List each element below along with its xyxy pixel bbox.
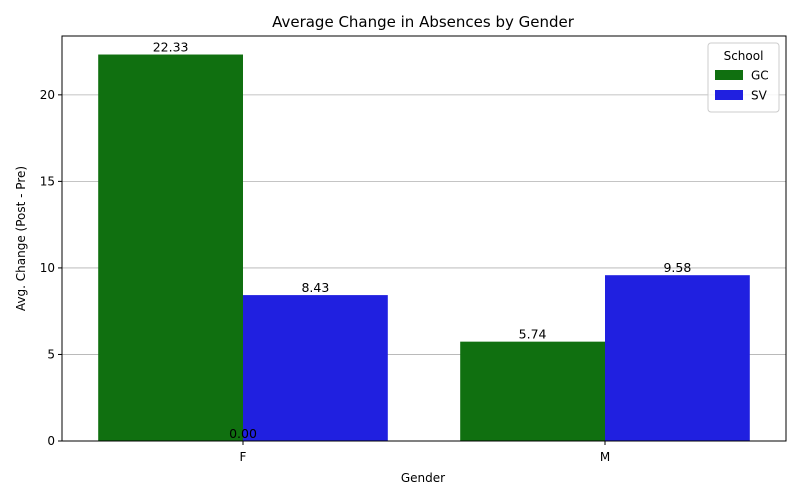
- data-labels: 22.33 5.74 8.43 9.58 0.00: [153, 40, 692, 441]
- legend: School GC SV: [707, 42, 780, 113]
- legend-title: School: [724, 49, 764, 63]
- chart-title: Average Change in Absences by Gender: [272, 13, 575, 31]
- x-tick-label: M: [600, 450, 610, 464]
- legend-label: SV: [751, 89, 768, 103]
- y-axis: 0 5 10 15 20: [40, 88, 62, 448]
- bar-sv-m: [605, 275, 750, 441]
- data-label-extra: 0.00: [229, 426, 257, 441]
- bars: [98, 54, 750, 442]
- data-label: 8.43: [301, 280, 329, 295]
- legend-swatch-sv: [715, 90, 743, 100]
- y-tick-label: 15: [40, 174, 55, 188]
- y-tick-label: 10: [40, 261, 55, 275]
- bar-gc-f: [98, 54, 243, 442]
- y-tick-label: 5: [47, 347, 55, 361]
- data-label: 22.33: [153, 40, 189, 55]
- bar-gc-m: [460, 341, 605, 441]
- bar-sv-f: [243, 295, 388, 441]
- y-axis-label: Avg. Change (Post - Pre): [14, 166, 28, 311]
- plot-frame: [61, 35, 787, 442]
- y-tick-label: 20: [40, 88, 55, 102]
- x-axis-label: Gender: [401, 471, 445, 485]
- y-tick-label: 0: [47, 434, 55, 448]
- x-tick-label: F: [240, 450, 247, 464]
- legend-swatch-gc: [715, 70, 743, 80]
- data-label: 9.58: [663, 260, 691, 275]
- legend-label: GC: [751, 69, 769, 83]
- data-label: 5.74: [519, 327, 547, 342]
